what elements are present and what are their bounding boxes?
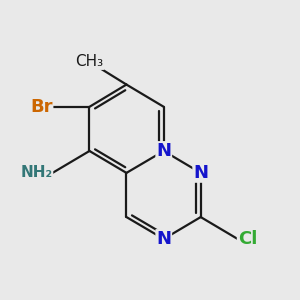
Text: Br: Br	[30, 98, 52, 116]
Text: Cl: Cl	[238, 230, 257, 248]
Text: N: N	[156, 142, 171, 160]
Text: CH₃: CH₃	[75, 54, 103, 69]
Text: N: N	[193, 164, 208, 182]
Text: N: N	[156, 230, 171, 248]
Text: NH₂: NH₂	[20, 165, 52, 180]
